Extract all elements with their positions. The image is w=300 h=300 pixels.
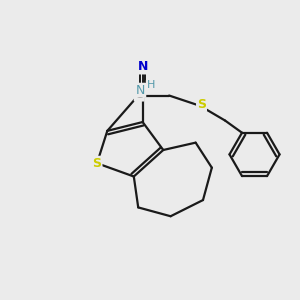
Text: S: S bbox=[92, 157, 101, 170]
Text: H: H bbox=[146, 80, 155, 90]
Text: N: N bbox=[137, 61, 148, 74]
Text: C: C bbox=[135, 88, 143, 100]
Text: N: N bbox=[136, 84, 145, 97]
Text: S: S bbox=[197, 98, 206, 111]
